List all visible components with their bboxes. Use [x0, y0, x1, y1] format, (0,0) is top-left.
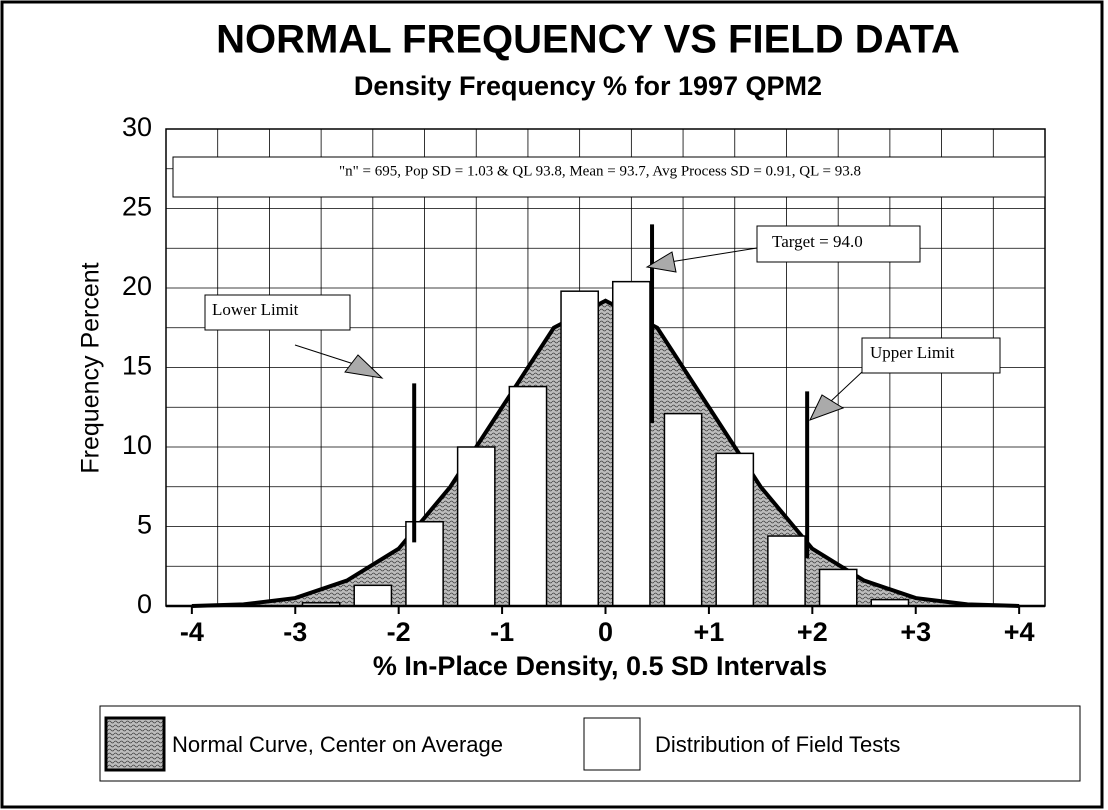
annotations: Lower Limit Target = 94.0 Upper Limit — [204, 225, 1001, 421]
annotation-box — [204, 294, 351, 331]
x-tick-label: -4 — [180, 617, 204, 647]
y-tick-label: 5 — [137, 510, 152, 540]
x-tick-label: -3 — [283, 617, 307, 647]
plot: 0 5 10 15 20 25 30 -4 -3 -2 -1 0 +1 +2 +3 +4 "n" = 695, … — [122, 112, 1046, 647]
chart-title: NORMAL FREQUENCY VS FIELD DATA — [216, 18, 960, 62]
legend-swatch — [104, 716, 166, 772]
bar — [611, 280, 651, 607]
bar — [715, 452, 755, 607]
y-axis-label: Frequency Percent — [77, 262, 105, 473]
bar — [560, 290, 600, 607]
y-tick-label: 30 — [122, 112, 152, 142]
normal-curve-area — [191, 300, 1020, 606]
annotation: Lower Limit — [212, 300, 299, 319]
annotation-box — [861, 337, 1001, 374]
bar — [405, 520, 444, 607]
arrow — [294, 344, 361, 367]
arrowhead — [645, 251, 677, 273]
bar — [456, 446, 496, 607]
legend-swatch — [583, 717, 641, 771]
info-box — [172, 156, 1046, 198]
x-axis-label: % In-Place Density, 0.5 SD Intervals — [373, 651, 827, 681]
arrowhead — [344, 354, 384, 379]
info-text: "n" = 695, Pop SD = 1.03 & QL 93.8, Mean… — [339, 163, 861, 179]
bar — [818, 568, 858, 607]
bar — [663, 412, 703, 607]
x-tick-label: -2 — [387, 617, 411, 647]
annotation: Upper Limit — [870, 343, 955, 362]
annotation-box — [756, 225, 921, 263]
normal-curve — [191, 298, 1020, 608]
legend-label: Normal Curve, Center on Average — [172, 732, 503, 757]
x-tick-label: +2 — [797, 617, 828, 647]
y-tick-label: 25 — [122, 192, 152, 222]
legend: Normal Curve, Center on Average Distribu… — [99, 705, 1081, 782]
y-tick-label: 0 — [137, 589, 152, 619]
x-tick-label: +1 — [694, 617, 725, 647]
y-tick-label: 10 — [122, 430, 152, 460]
arrow — [669, 247, 758, 263]
bar — [767, 535, 806, 607]
arrow — [829, 371, 863, 403]
chart-subtitle: Density Frequency % for 1997 QPM2 — [354, 71, 822, 101]
y-tick-label: 15 — [122, 351, 152, 381]
x-tick-label: +4 — [1004, 617, 1035, 647]
y-tick-label: 20 — [122, 271, 152, 301]
x-tick-label: 0 — [598, 617, 613, 647]
bar — [353, 584, 393, 607]
annotation: Target = 94.0 — [772, 232, 863, 251]
arrowhead — [809, 394, 845, 421]
bar — [508, 385, 548, 607]
x-tick-label: +3 — [900, 617, 931, 647]
x-tick-label: -1 — [490, 617, 514, 647]
legend-label: Distribution of Field Tests — [655, 732, 900, 757]
